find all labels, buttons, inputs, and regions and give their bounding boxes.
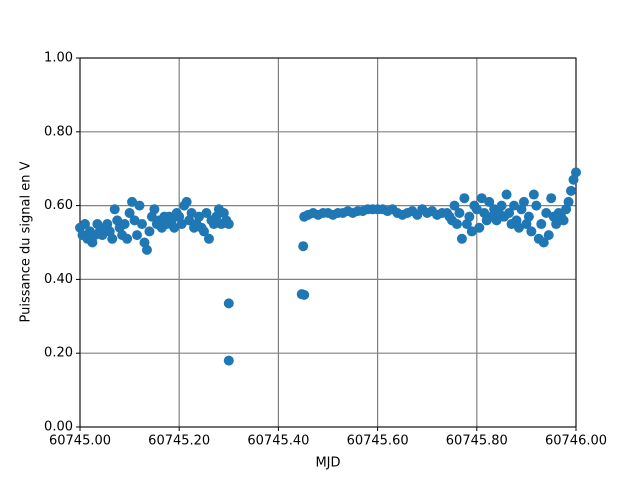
point [169, 222, 180, 233]
point [181, 196, 192, 207]
point [454, 207, 465, 218]
point [526, 226, 537, 237]
point [134, 200, 145, 211]
point [141, 244, 152, 255]
y-tick-label: 0.60 [44, 198, 73, 213]
point [501, 189, 512, 200]
point [176, 219, 187, 230]
point [199, 226, 209, 237]
point [109, 204, 120, 215]
point [474, 222, 485, 233]
point [509, 200, 519, 211]
point [451, 219, 462, 230]
point [464, 211, 475, 222]
point [484, 196, 495, 207]
point [79, 219, 90, 230]
point [137, 219, 147, 230]
point [223, 355, 234, 366]
point [513, 222, 524, 233]
point [122, 233, 133, 244]
y-axis-label: Puissance du signal en V [19, 161, 34, 322]
point [107, 233, 118, 244]
point [571, 167, 581, 178]
point [466, 226, 477, 237]
point [459, 193, 470, 204]
point [449, 200, 460, 211]
point [546, 193, 557, 204]
y-tick-label: 0.00 [44, 420, 73, 435]
point [129, 215, 140, 226]
point [132, 230, 143, 241]
point [194, 211, 205, 222]
point [149, 204, 160, 215]
point [476, 193, 487, 204]
point [119, 219, 130, 230]
y-tick-label: 0.40 [44, 272, 73, 287]
plot-frame [79, 57, 577, 428]
point [538, 237, 549, 248]
point [536, 219, 547, 230]
point [543, 230, 554, 241]
point [223, 219, 234, 230]
point [518, 196, 529, 207]
x-tick-label: 60745.60 [347, 434, 409, 449]
point [558, 215, 569, 226]
point [504, 207, 515, 218]
point [563, 196, 574, 207]
point [127, 196, 138, 207]
y-tick-label: 0.20 [44, 346, 73, 361]
point [528, 189, 539, 200]
point [496, 200, 507, 211]
point [299, 289, 310, 300]
x-tick-label: 60745.00 [49, 434, 111, 449]
x-tick-label: 60745.80 [446, 434, 508, 449]
y-tick-label: 1.00 [44, 51, 73, 66]
point [186, 207, 197, 218]
point [456, 233, 467, 244]
point [144, 226, 155, 237]
x-tick-label: 60745.40 [247, 434, 309, 449]
point [551, 219, 562, 230]
point [566, 185, 577, 196]
point [124, 207, 135, 218]
point [541, 207, 552, 218]
point [523, 211, 534, 222]
point [203, 233, 214, 244]
x-tick-label: 60746.00 [545, 434, 607, 449]
point [298, 241, 309, 252]
x-axis-label: MJD [315, 456, 340, 471]
point [201, 207, 212, 218]
point [223, 298, 234, 309]
y-tick-label: 0.80 [44, 124, 73, 139]
point [531, 200, 542, 211]
x-tick-label: 60745.20 [148, 434, 210, 449]
point [471, 204, 482, 215]
